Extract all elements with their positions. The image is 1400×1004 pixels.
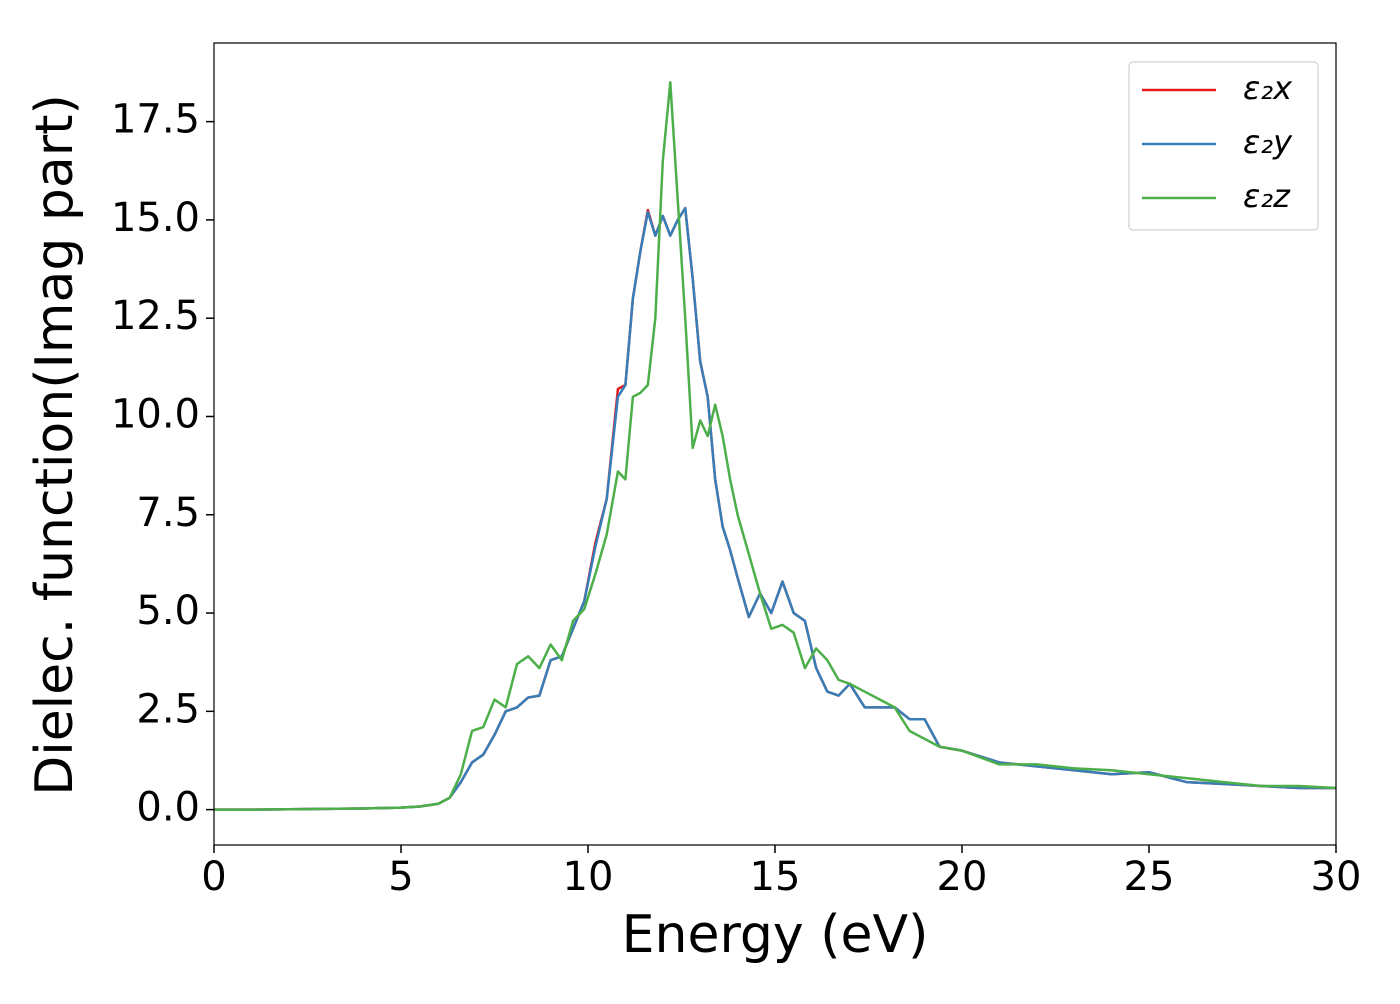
legend-box: [1128, 61, 1319, 231]
y-tick-label: 0.0: [136, 785, 200, 831]
line: [214, 81, 1336, 811]
legend-label: ε₂x: [1243, 69, 1293, 107]
y-tick-label: 10.0: [111, 391, 200, 437]
x-tick-label: 30: [1311, 854, 1362, 900]
legend-label: ε₂y: [1243, 123, 1293, 161]
x-tick-label: 15: [750, 854, 801, 900]
x-axis-label: Energy (eV): [622, 905, 929, 965]
y-tick-label: 15.0: [111, 195, 200, 241]
x-tick-label: 0: [201, 854, 226, 900]
y-tick-label: 7.5: [136, 490, 200, 536]
y-axis-label: Dielec. function(Imag part): [25, 94, 85, 796]
y-tick-label: 2.5: [136, 686, 200, 732]
x-tick-label: 5: [388, 854, 413, 900]
y-tick-label: 12.5: [111, 293, 200, 339]
legend-label: ε₂z: [1243, 177, 1291, 215]
y-tick-label: 5.0: [136, 588, 200, 634]
y-tick-label: 17.5: [111, 97, 200, 143]
plot-frame: [213, 42, 1337, 846]
x-tick-label: 25: [1124, 854, 1175, 900]
x-tick-label: 10: [563, 854, 614, 900]
x-tick-label: 20: [937, 854, 988, 900]
